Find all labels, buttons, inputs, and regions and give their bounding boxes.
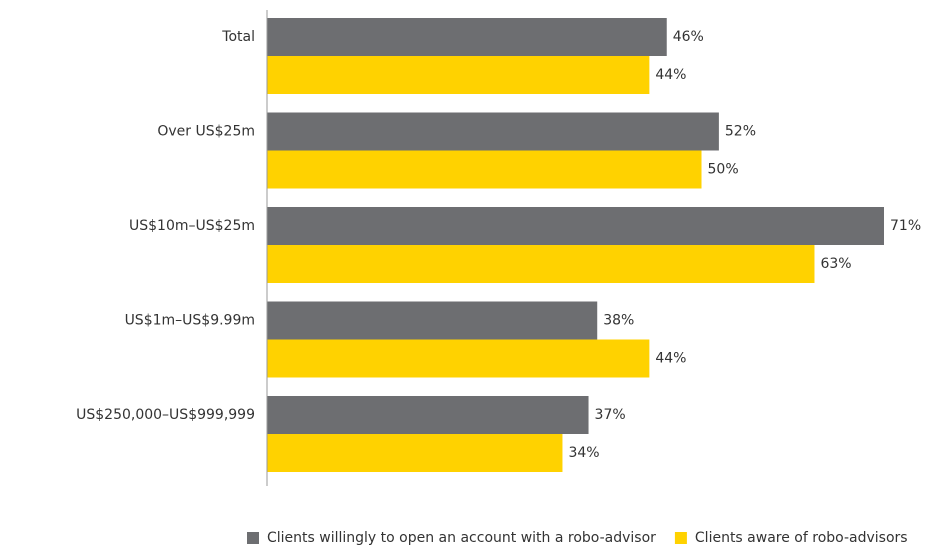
- value-label: 34%: [568, 445, 599, 461]
- category-label: US$1m–US$9.99m: [125, 313, 255, 329]
- value-label: 46%: [673, 29, 704, 45]
- bar: [267, 56, 650, 94]
- value-label: 38%: [603, 313, 634, 329]
- legend-swatch: [674, 532, 687, 544]
- value-label: 50%: [708, 162, 739, 178]
- value-label: 63%: [820, 256, 851, 272]
- category-label: Total: [221, 29, 255, 45]
- legend-label: Clients willingly to open an account wit…: [267, 530, 656, 546]
- legend-label: Clients aware of robo-advisors: [695, 530, 908, 546]
- bar: [267, 18, 667, 56]
- bar: [267, 396, 589, 434]
- value-label: 71%: [890, 218, 921, 234]
- bar: [267, 434, 563, 472]
- category-label: US$250,000–US$999,999: [76, 407, 255, 423]
- value-label: 44%: [655, 351, 686, 367]
- bar: [267, 150, 702, 189]
- value-label: 52%: [725, 124, 756, 140]
- bar: [267, 339, 650, 378]
- bar: [267, 245, 815, 283]
- value-label: 44%: [655, 67, 686, 83]
- legend-swatch: [247, 532, 259, 544]
- value-label: 37%: [595, 407, 626, 423]
- bar: [267, 301, 598, 340]
- bar: [267, 207, 884, 245]
- bar: [267, 112, 719, 151]
- category-label: Over US$25m: [157, 124, 255, 140]
- category-label: US$10m–US$25m: [129, 218, 255, 234]
